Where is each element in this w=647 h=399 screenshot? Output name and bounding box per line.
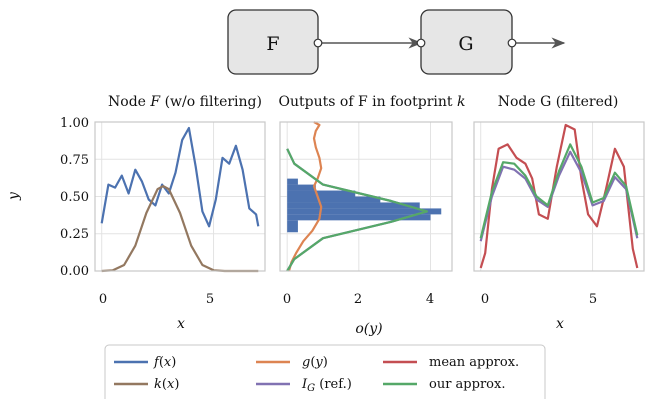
legend-label-ours: our approx. [429, 377, 505, 392]
legend-frame [104, 344, 546, 399]
histogram-bar [287, 190, 356, 197]
block-diagram: F G [227, 9, 566, 75]
panel-1-marks [100, 126, 260, 273]
x-tick-label: 0 [99, 292, 107, 307]
panel-1-frame [94, 121, 266, 272]
panel-1-grid [95, 121, 265, 272]
legend-label-ig: IG (ref.) [301, 377, 352, 394]
series-line-k-x [101, 185, 259, 273]
histogram-bar [287, 184, 316, 191]
node-g-input-port [416, 38, 426, 48]
series-line-our-approx [286, 148, 428, 272]
legend: f(x) g(y) mean approx. k(x) IG (ref.) ou… [104, 344, 546, 399]
panel-3-title: Node G (filtered) [498, 94, 619, 110]
panel-2-xlabel: o(y) [355, 321, 382, 337]
series-line-f-x [100, 126, 260, 228]
panel-3-frame [473, 121, 645, 272]
legend-label-g: g(y) [302, 355, 328, 370]
panel-3-marks [479, 123, 639, 269]
panel-3-grid [474, 121, 644, 272]
node-f-label: F [266, 33, 279, 55]
y-axis: 1.00 0.75 0.50 0.25 0.00 y [6, 116, 89, 279]
x-tick-label: 0 [283, 292, 291, 307]
series-line-i-g-ref [479, 150, 639, 242]
y-tick-label: 0.50 [60, 190, 89, 205]
x-tick-label: 5 [589, 292, 597, 307]
legend-label-mean: mean approx. [429, 355, 519, 370]
node-g-output-port [507, 38, 517, 48]
x-tick-label: 0 [481, 292, 489, 307]
panel-2-title: Outputs of F in footprint k [279, 94, 466, 110]
histogram-bar [287, 214, 431, 221]
panel-2-frame [279, 121, 453, 272]
y-axis-label: y [6, 191, 22, 201]
panel-2-marks [286, 121, 442, 272]
histogram-bar [287, 196, 381, 203]
y-tick-label: 1.00 [60, 116, 89, 131]
histogram-bar [287, 208, 442, 215]
panel-1-xlabel: x [177, 316, 185, 332]
histogram-bar [287, 202, 420, 209]
panel-2: 0 2 4 o(y) [279, 121, 453, 337]
histogram-bar [287, 220, 298, 233]
series-line-g-y [287, 121, 323, 272]
series-line-mean-approx [479, 123, 639, 269]
histogram-bar [287, 178, 298, 185]
legend-label-k: k(x) [154, 377, 179, 392]
y-tick-label: 0.75 [60, 153, 89, 168]
legend-label-f: f(x) [153, 355, 176, 370]
panel-3: 0 5 x [473, 121, 645, 332]
panel-1-title: Node F (w/o filtering) [108, 94, 262, 110]
node-g-label: G [458, 33, 473, 55]
panel-1: 0 5 x [94, 121, 266, 332]
y-tick-label: 0.25 [60, 227, 89, 242]
y-tick-label: 0.00 [60, 264, 89, 279]
panel-3-xlabel: x [556, 316, 564, 332]
node-f-output-port [313, 38, 323, 48]
series-line-our-approx [479, 143, 639, 239]
x-tick-label: 4 [426, 292, 434, 307]
x-tick-label: 5 [206, 292, 214, 307]
x-tick-label: 2 [354, 292, 362, 307]
